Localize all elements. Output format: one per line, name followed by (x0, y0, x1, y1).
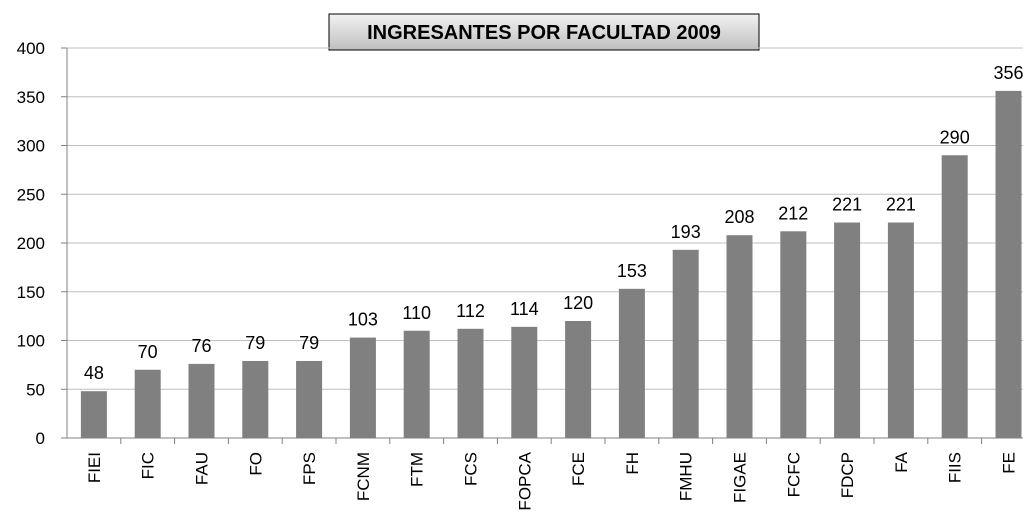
y-tick-label: 150 (17, 283, 45, 302)
value-label: 212 (778, 203, 808, 223)
bar (672, 249, 699, 438)
y-tick-label: 350 (17, 88, 45, 107)
x-tick-label: FMHU (677, 452, 696, 501)
y-tick-label: 300 (17, 137, 45, 156)
value-label: 120 (563, 293, 593, 313)
value-label: 221 (886, 195, 916, 215)
bar (941, 155, 968, 438)
bar (188, 363, 215, 438)
bar (565, 321, 592, 438)
x-tick-label: FIC (139, 452, 158, 479)
bar (887, 222, 914, 438)
x-tick-label: FO (246, 452, 265, 476)
bar (457, 328, 484, 438)
value-label: 112 (456, 301, 485, 321)
bar (296, 360, 323, 438)
value-label: 76 (191, 336, 211, 356)
value-label: 208 (724, 207, 754, 227)
y-tick-label: 50 (26, 380, 45, 399)
y-tick-label: 200 (17, 234, 45, 253)
bar (349, 337, 376, 438)
value-label: 110 (402, 303, 431, 323)
bar (995, 90, 1022, 439)
x-tick-label: FDCP (838, 452, 857, 498)
value-label: 290 (940, 127, 970, 147)
x-tick-label: FA (892, 451, 911, 472)
x-tick-label: FPS (300, 452, 319, 485)
value-label: 221 (832, 195, 862, 215)
x-tick-label: FCNM (354, 452, 373, 501)
value-label: 70 (138, 342, 158, 362)
value-label: 79 (245, 333, 265, 353)
x-tick-label: FTM (408, 452, 427, 487)
x-tick-label: FIEI (85, 452, 104, 483)
x-tick-label: FOPCA (515, 451, 534, 510)
value-label: 153 (617, 261, 647, 281)
bar (80, 391, 107, 438)
y-tick-label: 100 (17, 332, 45, 351)
bar (134, 369, 161, 438)
x-tick-label: FH (623, 452, 642, 475)
bar (726, 235, 753, 438)
value-label: 114 (510, 299, 539, 319)
title-box (328, 13, 760, 51)
bar (242, 360, 269, 438)
value-label: 48 (84, 363, 104, 383)
x-tick-label: FE (1000, 452, 1019, 474)
value-label: 356 (993, 63, 1023, 83)
chart-title: INGRESANTES POR FACULTAD 2009 (367, 22, 721, 44)
bar (511, 326, 538, 438)
x-tick-label: FCS (462, 452, 481, 486)
bar (403, 330, 430, 438)
bar (618, 288, 645, 438)
y-tick-label: 250 (17, 185, 45, 204)
x-tick-label: FAU (193, 452, 212, 485)
value-label: 193 (671, 222, 701, 242)
value-label: 103 (348, 310, 378, 330)
x-tick-label: FCFC (784, 452, 803, 497)
bar (834, 222, 861, 438)
bar (780, 231, 807, 438)
value-label: 79 (299, 333, 319, 353)
y-tick-label: 0 (36, 429, 45, 448)
x-tick-label: FIIS (946, 452, 965, 483)
y-tick-label: 400 (17, 39, 45, 58)
x-tick-label: FIGAE (731, 452, 750, 503)
x-tick-label: FCE (569, 452, 588, 486)
